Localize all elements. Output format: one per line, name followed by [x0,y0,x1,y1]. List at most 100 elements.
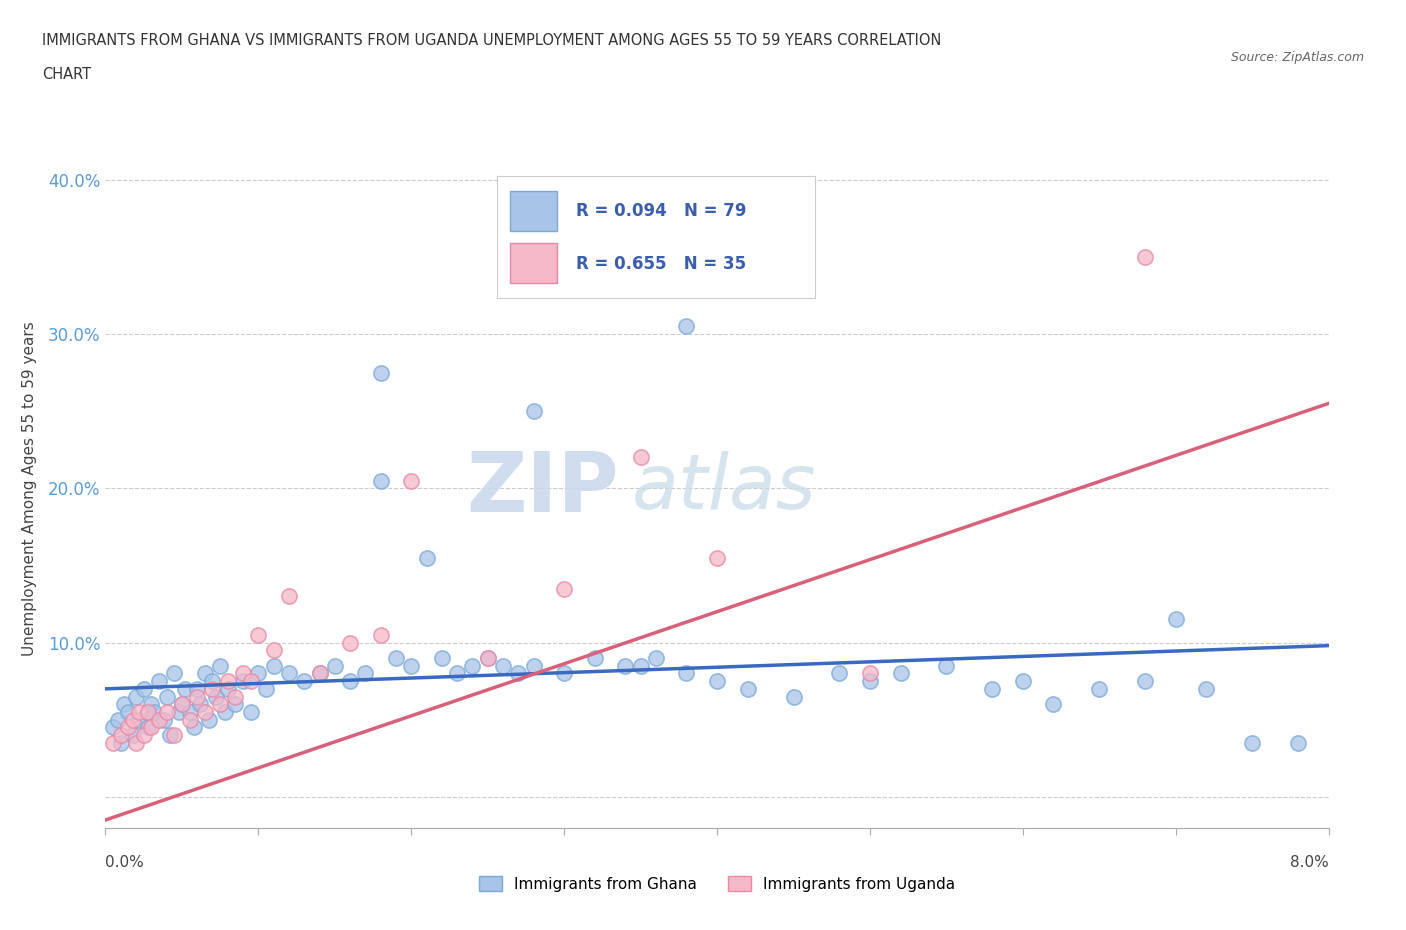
Point [209,697,232,711]
Point [308,666,330,681]
Point [522,404,544,418]
Point [1164,612,1187,627]
Point [370,628,392,643]
Point [981,682,1004,697]
Point [194,666,217,681]
Point [553,666,575,681]
Text: 0.0%: 0.0% [105,855,145,870]
Point [198,712,221,727]
Point [148,673,170,688]
Point [508,666,530,681]
Point [477,651,499,666]
Point [1133,249,1156,264]
Point [186,682,208,697]
Point [186,689,208,704]
Point [889,666,911,681]
Point [385,651,408,666]
Point [859,673,882,688]
Point [935,658,957,673]
Point [446,666,468,681]
Point [828,666,851,681]
Point [224,697,246,711]
Point [141,720,163,735]
Text: Source: ZipAtlas.com: Source: ZipAtlas.com [1230,51,1364,64]
Point [492,658,515,673]
Point [170,697,193,711]
Point [232,673,254,688]
Point [179,705,201,720]
Point [122,727,145,742]
Point [675,319,697,334]
Point [128,705,150,720]
Text: atlas: atlas [631,451,815,525]
Point [247,628,270,643]
Point [209,658,232,673]
Point [1042,697,1064,711]
Point [136,720,159,735]
Point [183,720,205,735]
Point [1133,673,1156,688]
Point [194,705,217,720]
Point [155,705,177,720]
Point [339,673,361,688]
Point [1195,682,1218,697]
Point [110,736,132,751]
Legend: Immigrants from Ghana, Immigrants from Uganda: Immigrants from Ghana, Immigrants from U… [472,870,962,898]
Point [737,682,759,697]
Point [254,682,277,697]
Point [263,658,285,673]
Point [644,651,668,666]
Point [141,697,163,711]
Point [399,658,422,673]
Point [167,705,190,720]
Point [217,682,239,697]
Point [201,682,224,697]
Point [583,651,606,666]
Point [136,705,159,720]
Point [1286,736,1309,751]
Point [782,689,804,704]
Point [706,551,728,565]
Point [675,666,697,681]
Point [101,736,124,751]
Point [461,658,484,673]
Point [308,666,330,681]
Point [132,727,155,742]
Point [159,727,181,742]
Point [188,697,211,711]
Point [239,705,262,720]
Point [354,666,377,681]
Point [179,712,201,727]
Point [214,705,236,720]
Point [1011,673,1033,688]
Point [477,651,499,666]
Point [630,658,652,673]
Point [125,689,148,704]
Point [239,673,262,688]
Point [263,643,285,658]
Point [430,651,453,666]
Point [107,712,129,727]
Point [170,697,193,711]
Point [224,689,246,704]
Point [553,581,575,596]
Point [163,666,186,681]
Point [323,658,346,673]
Point [148,712,170,727]
Point [143,705,166,720]
Text: 8.0%: 8.0% [1289,855,1329,870]
Point [292,673,315,688]
Point [415,551,437,565]
Point [163,727,186,742]
Point [112,697,135,711]
Point [152,712,174,727]
Point [278,666,301,681]
Point [614,658,637,673]
Point [128,712,150,727]
Point [174,682,197,697]
Point [122,712,145,727]
Text: CHART: CHART [42,67,91,82]
Point [217,673,239,688]
Point [278,589,301,604]
Point [339,635,361,650]
